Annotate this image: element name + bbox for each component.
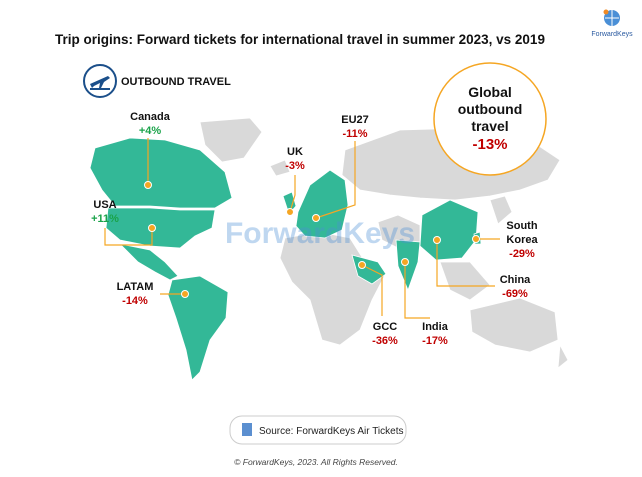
region-change: +11% bbox=[91, 213, 119, 225]
logo-text: ForwardKeys bbox=[591, 31, 633, 38]
region-dot bbox=[472, 235, 480, 243]
region-dot bbox=[401, 258, 409, 266]
region-dot bbox=[144, 181, 152, 189]
region-name: UK bbox=[287, 146, 303, 158]
region-change: -17% bbox=[422, 335, 448, 347]
region-change: -3% bbox=[285, 160, 305, 172]
source-box: Source: ForwardKeys Air Tickets bbox=[229, 415, 407, 445]
global-callout bbox=[433, 62, 547, 176]
region-name: GCC bbox=[373, 321, 398, 333]
region-dot bbox=[148, 224, 156, 232]
region-change: +4% bbox=[139, 125, 162, 137]
leader-line bbox=[361, 264, 383, 316]
leader-line bbox=[289, 175, 296, 213]
world-map bbox=[89, 117, 569, 381]
leader-line bbox=[104, 228, 153, 246]
region-dot bbox=[312, 214, 320, 222]
region-name: South bbox=[506, 220, 537, 232]
region-change: -11% bbox=[342, 128, 367, 140]
region-change: -29% bbox=[509, 248, 535, 260]
global-label: outbound bbox=[458, 101, 523, 117]
region-name: EU27 bbox=[341, 114, 369, 126]
leader-line bbox=[315, 141, 356, 219]
global-label: Global bbox=[468, 84, 512, 100]
region-name: India bbox=[422, 321, 449, 333]
region-change: -14% bbox=[122, 295, 148, 307]
region-dot bbox=[433, 236, 441, 244]
leader-line bbox=[404, 262, 430, 319]
region-name: Canada bbox=[130, 111, 171, 123]
logo: ForwardKeys bbox=[591, 9, 633, 38]
badge-label: OUTBOUND TRAVEL bbox=[121, 76, 231, 88]
region-dot bbox=[358, 261, 366, 269]
watermark: ForwardKeys bbox=[225, 217, 415, 250]
region-change: -69% bbox=[502, 288, 528, 300]
global-label: travel bbox=[471, 118, 508, 134]
region-dot bbox=[181, 290, 189, 298]
region-name: Korea bbox=[506, 234, 538, 246]
leader-line bbox=[436, 240, 495, 287]
region-name: LATAM bbox=[117, 281, 154, 293]
title: Trip origins: Forward tickets for intern… bbox=[55, 32, 545, 47]
outbound-badge: OUTBOUND TRAVEL bbox=[83, 64, 231, 98]
footer: © ForwardKeys, 2023. All Rights Reserved… bbox=[234, 457, 398, 467]
region-name: USA bbox=[93, 199, 116, 211]
global-change: -13% bbox=[472, 136, 507, 153]
region-change: -36% bbox=[372, 335, 398, 347]
source: Source: ForwardKeys Air Tickets bbox=[259, 426, 404, 437]
region-dot bbox=[286, 208, 294, 216]
region-name: China bbox=[500, 274, 531, 286]
